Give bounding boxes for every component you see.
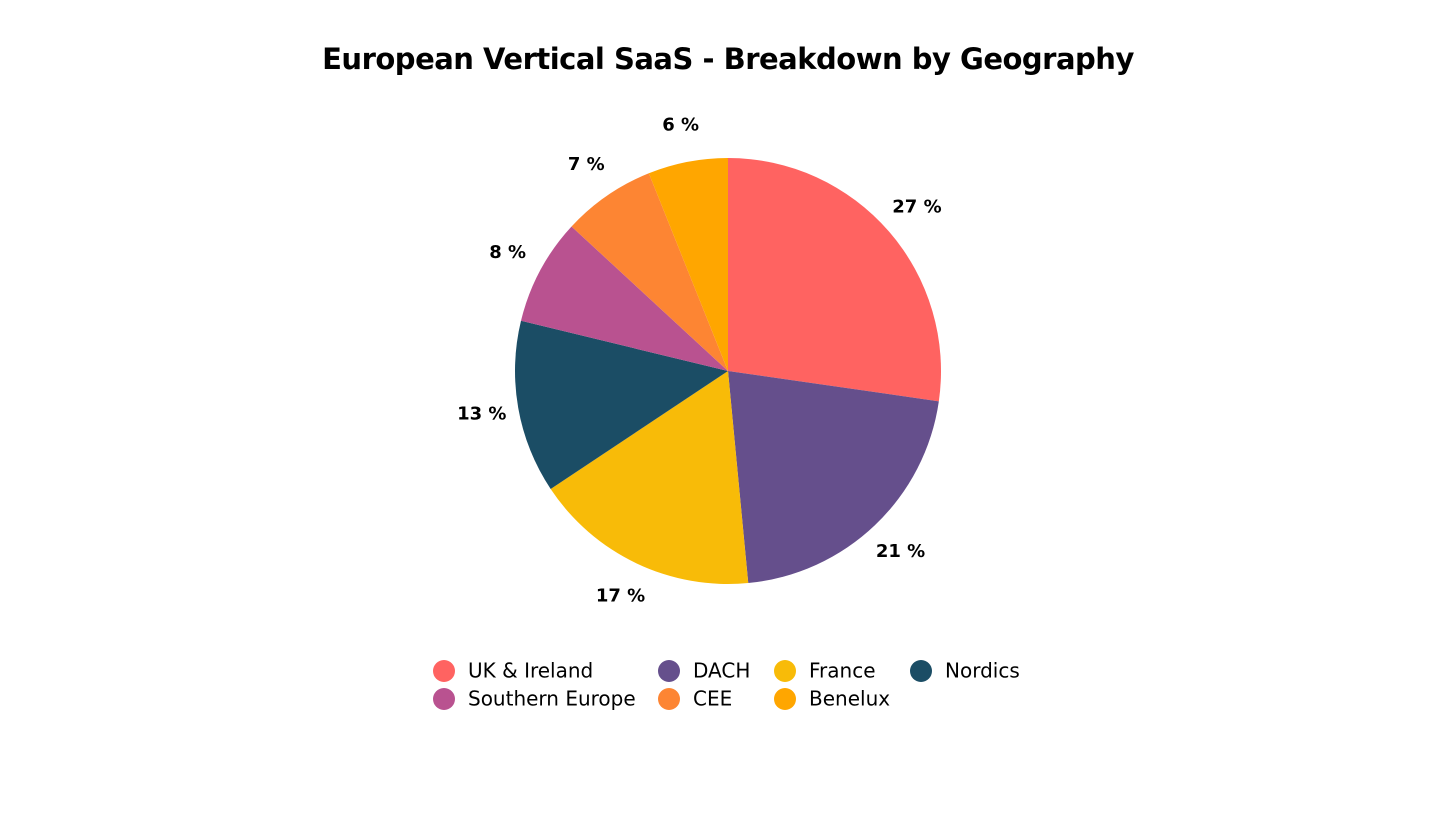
value-label: 6 % xyxy=(662,115,699,136)
legend-label: Nordics xyxy=(945,659,1020,683)
legend-marker xyxy=(910,660,932,682)
legend-label: Benelux xyxy=(809,687,890,711)
chart-title: European Vertical SaaS - Breakdown by Ge… xyxy=(322,42,1134,76)
pie-slice xyxy=(521,226,728,371)
legend-marker xyxy=(774,688,796,710)
pie-slice xyxy=(550,371,749,584)
pie-slice xyxy=(515,320,728,489)
legend-marker xyxy=(433,660,455,682)
value-label: 13 % xyxy=(457,403,506,424)
value-label: 17 % xyxy=(596,586,645,607)
legend-marker xyxy=(658,660,680,682)
legend-marker xyxy=(658,688,680,710)
pie-slice xyxy=(571,173,728,371)
value-label: 8 % xyxy=(489,242,526,263)
legend-label: CEE xyxy=(693,687,732,711)
legend-label: UK & Ireland xyxy=(468,659,593,683)
pie-slice xyxy=(648,158,728,371)
pie-slice xyxy=(728,371,939,584)
legend-label: DACH xyxy=(693,659,750,683)
legend-marker xyxy=(774,660,796,682)
legend-marker xyxy=(433,688,455,710)
value-label: 7 % xyxy=(568,154,605,175)
pie-slice xyxy=(728,158,941,402)
legend-label: Southern Europe xyxy=(468,687,636,711)
legend-label: France xyxy=(809,659,876,683)
value-label: 27 % xyxy=(892,196,941,217)
value-label: 21 % xyxy=(876,541,925,562)
